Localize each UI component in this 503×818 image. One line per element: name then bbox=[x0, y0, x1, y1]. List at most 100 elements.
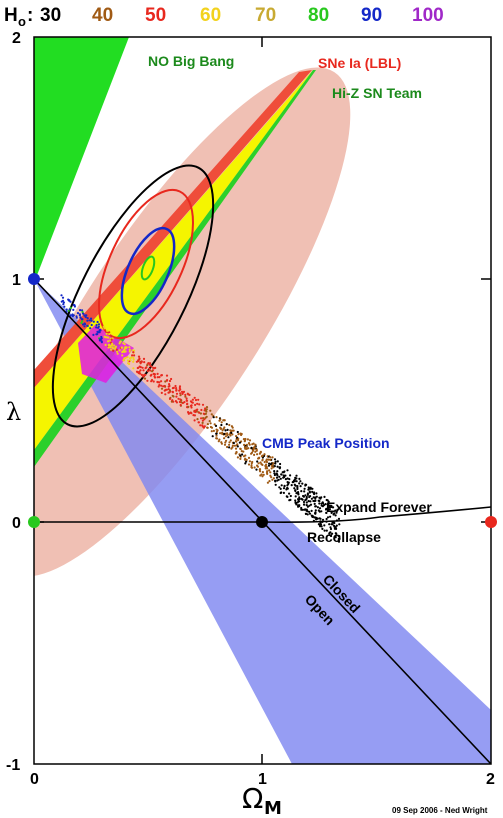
scatter-point bbox=[198, 403, 201, 406]
scatter-point bbox=[224, 435, 227, 438]
scatter-point bbox=[269, 458, 272, 461]
scatter-point bbox=[239, 457, 242, 460]
scatter-point bbox=[240, 450, 243, 453]
scatter-point bbox=[305, 501, 308, 504]
scatter-point bbox=[253, 453, 256, 456]
scatter-point bbox=[86, 319, 89, 322]
plot-area bbox=[34, 37, 491, 764]
scatter-point bbox=[218, 419, 221, 422]
scatter-point bbox=[258, 468, 261, 471]
scatter-point bbox=[248, 439, 252, 442]
sne-likelihood-ellipse bbox=[34, 67, 351, 577]
scatter-point bbox=[200, 408, 203, 412]
scatter-point bbox=[201, 419, 204, 422]
scatter-point bbox=[308, 490, 311, 493]
scatter-point bbox=[197, 398, 200, 401]
scatter-point bbox=[200, 417, 203, 420]
scatter-point bbox=[149, 374, 152, 377]
scatter-point bbox=[234, 452, 237, 455]
scatter-point bbox=[166, 379, 169, 382]
scatter-point bbox=[308, 487, 311, 490]
scatter-point bbox=[288, 478, 291, 481]
scatter-point bbox=[318, 502, 321, 505]
scatter-point bbox=[334, 536, 337, 539]
scatter-point bbox=[331, 532, 334, 535]
scatter-point bbox=[321, 518, 325, 521]
scatter-point bbox=[316, 506, 319, 509]
scatter-point bbox=[241, 453, 244, 456]
scatter-point bbox=[185, 397, 188, 400]
scatter-point bbox=[157, 385, 160, 388]
scatter-point bbox=[156, 376, 159, 379]
scatter-point bbox=[84, 316, 87, 319]
scatter-point bbox=[110, 338, 113, 341]
scatter-point bbox=[145, 366, 148, 369]
scatter-point bbox=[143, 373, 146, 377]
scatter-point bbox=[313, 499, 316, 503]
scatter-point bbox=[62, 303, 65, 306]
scatter-point bbox=[81, 310, 84, 313]
scatter-point bbox=[177, 397, 180, 400]
scatter-point bbox=[305, 504, 308, 507]
scatter-point bbox=[239, 454, 242, 457]
scatter-point bbox=[269, 474, 272, 477]
scatter-point bbox=[228, 446, 231, 449]
scatter-point bbox=[179, 392, 182, 395]
scatter-point bbox=[250, 466, 254, 469]
scatter-point bbox=[289, 474, 292, 477]
scatter-point bbox=[210, 426, 214, 429]
scatter-point bbox=[131, 354, 134, 357]
scatter-point bbox=[282, 476, 285, 479]
scatter-point bbox=[274, 480, 277, 483]
scatter-point bbox=[238, 441, 241, 444]
scatter-point bbox=[286, 487, 289, 490]
scatter-point bbox=[153, 376, 157, 379]
scatter-point bbox=[132, 356, 135, 359]
scatter-point bbox=[279, 487, 282, 490]
scatter-point bbox=[277, 478, 280, 481]
scatter-point bbox=[231, 433, 234, 436]
scatter-point bbox=[183, 401, 186, 404]
scatter-point bbox=[335, 527, 338, 531]
scatter-point bbox=[60, 300, 63, 303]
scatter-point bbox=[123, 357, 126, 360]
scatter-point bbox=[271, 478, 274, 481]
scatter-point bbox=[298, 482, 301, 485]
label-cmb: CMB Peak Position bbox=[262, 435, 390, 451]
scatter-point bbox=[235, 435, 238, 438]
scatter-point bbox=[167, 385, 170, 388]
scatter-point bbox=[272, 466, 275, 469]
scatter-point bbox=[309, 495, 312, 498]
hubble-legend-100: 100 bbox=[412, 5, 444, 26]
scatter-point bbox=[250, 446, 253, 449]
scatter-point bbox=[112, 349, 115, 352]
y-axis-title: λ bbox=[6, 398, 21, 426]
point-empty bbox=[28, 516, 40, 528]
scatter-point bbox=[174, 384, 177, 388]
scatter-point bbox=[83, 325, 86, 328]
scatter-point bbox=[79, 309, 82, 312]
scatter-point bbox=[334, 526, 337, 529]
scatter-point bbox=[75, 316, 78, 319]
scatter-point bbox=[127, 362, 130, 365]
scatter-point bbox=[299, 480, 302, 483]
scatter-point bbox=[329, 527, 333, 531]
point-einstein-de-sitter bbox=[256, 516, 268, 528]
scatter-point bbox=[329, 526, 332, 529]
scatter-point bbox=[313, 492, 316, 496]
scatter-point bbox=[272, 462, 275, 465]
xtick-2: 2 bbox=[486, 771, 495, 788]
scatter-point bbox=[188, 393, 191, 396]
x-axis-title-subscript: M bbox=[264, 798, 282, 818]
scatter-point bbox=[272, 477, 275, 480]
hubble-legend-90: 90 bbox=[361, 5, 382, 26]
scatter-point bbox=[95, 323, 98, 327]
scatter-point bbox=[330, 504, 333, 507]
scatter-point bbox=[276, 473, 279, 476]
scatter-point bbox=[268, 480, 271, 483]
scatter-point bbox=[253, 447, 256, 450]
scatter-point bbox=[245, 458, 248, 461]
scatter-point bbox=[143, 361, 146, 364]
scatter-point bbox=[311, 515, 314, 518]
scatter-point bbox=[199, 412, 202, 415]
